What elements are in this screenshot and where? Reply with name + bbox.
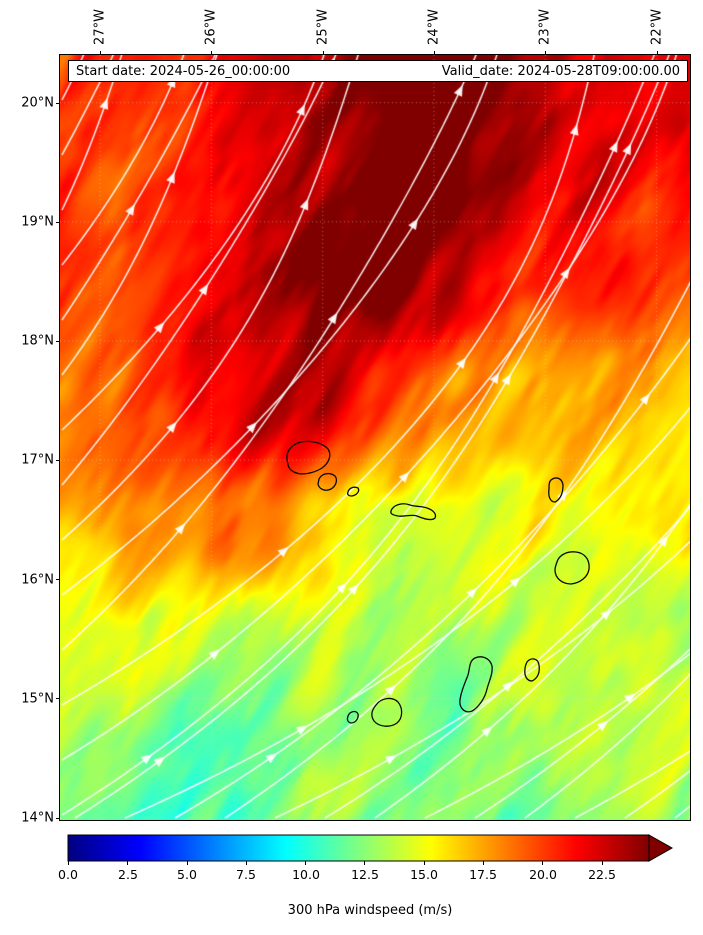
- lat-tick-label: 16°N: [21, 572, 54, 588]
- island-coastline: [390, 503, 437, 521]
- island-coastline: [286, 440, 331, 475]
- colorbar: [67, 834, 674, 862]
- island-coastline: [548, 477, 564, 503]
- lat-tick-label: 20°N: [21, 95, 54, 111]
- coastline-overlay-svg: [286, 440, 590, 727]
- island-coastline: [459, 656, 493, 713]
- windspeed-heatmap-canvas: [60, 55, 690, 820]
- colorbar-tick-label: 5.0: [177, 867, 197, 882]
- axis-tick: [127, 861, 128, 865]
- valid-date-text: Valid_date: 2024-05-28T09:00:00.00: [441, 63, 680, 79]
- axis-tick: [187, 861, 188, 865]
- colorbar-tick-label: 10.0: [292, 867, 320, 882]
- lat-tick-label: 17°N: [21, 452, 54, 468]
- colorbar-tick-label: 7.5: [236, 867, 256, 882]
- lon-tick-label: 25°W: [315, 9, 331, 45]
- colorbar-extend-arrow: [648, 834, 674, 862]
- axis-tick: [434, 51, 435, 55]
- colorbar-gradient-bar: [67, 834, 650, 862]
- axis-tick: [56, 341, 60, 342]
- colorbar-tick-label: 12.5: [351, 867, 379, 882]
- lat-tick-label: 15°N: [21, 691, 54, 707]
- island-coastline: [346, 486, 360, 497]
- axis-tick: [68, 861, 69, 865]
- lat-tick-label: 18°N: [21, 333, 54, 349]
- colorbar-tick-label: 2.5: [118, 867, 138, 882]
- axis-tick: [364, 861, 365, 865]
- axis-tick: [323, 51, 324, 55]
- axis-tick: [56, 818, 60, 819]
- axis-tick: [56, 698, 60, 699]
- axis-tick: [56, 222, 60, 223]
- lat-tick-label: 19°N: [21, 214, 54, 230]
- colorbar-tick-label: 17.5: [469, 867, 497, 882]
- colorbar-title: 300 hPa windspeed (m/s): [287, 903, 453, 918]
- island-coastline: [554, 551, 590, 585]
- axis-tick: [246, 861, 247, 865]
- colorbar-tick-label: 20.0: [529, 867, 557, 882]
- lon-tick-label: 24°W: [426, 9, 442, 45]
- colorbar-tick-label: 0.0: [58, 867, 78, 882]
- island-coastline: [317, 472, 338, 491]
- island-coastline: [346, 710, 359, 724]
- island-coastline: [371, 697, 403, 727]
- date-info-bar: Start date: 2024-05-26_00:00:00 Valid_da…: [68, 60, 688, 82]
- lon-tick-label: 26°W: [203, 9, 219, 45]
- axis-tick: [56, 579, 60, 580]
- axis-tick: [483, 861, 484, 865]
- lon-tick-label: 27°W: [92, 9, 108, 45]
- axis-tick: [542, 861, 543, 865]
- axis-tick: [211, 51, 212, 55]
- colorbar-tick-label: 22.5: [588, 867, 616, 882]
- start-date-text: Start date: 2024-05-26_00:00:00: [76, 63, 291, 79]
- lon-tick-label: 22°W: [649, 9, 665, 45]
- axis-tick: [100, 51, 101, 55]
- axis-tick: [56, 460, 60, 461]
- axis-tick: [305, 861, 306, 865]
- lat-tick-label: 14°N: [21, 810, 54, 826]
- lon-tick-label: 23°W: [537, 9, 553, 45]
- island-coastline: [524, 658, 540, 682]
- axis-tick: [424, 861, 425, 865]
- axis-tick: [56, 103, 60, 104]
- axis-tick: [657, 51, 658, 55]
- map-plot-area: Start date: 2024-05-26_00:00:00 Valid_da…: [59, 54, 691, 821]
- axis-tick: [545, 51, 546, 55]
- colorbar-tick-label: 15.0: [410, 867, 438, 882]
- axis-tick: [602, 861, 603, 865]
